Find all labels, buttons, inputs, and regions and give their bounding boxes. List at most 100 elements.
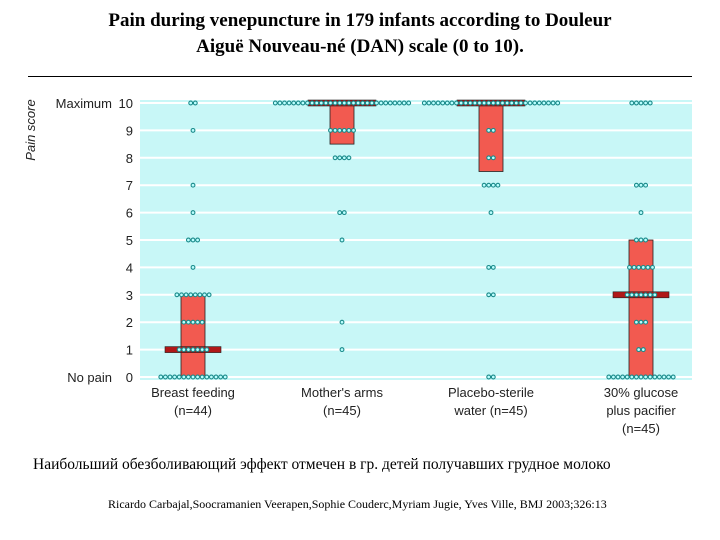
group-0: Breast feeding (n=44) — [151, 100, 235, 418]
data-point — [337, 155, 343, 161]
group-label: (n=45) — [622, 421, 660, 436]
data-point — [638, 319, 644, 325]
y-tick-label: 9 — [126, 123, 133, 138]
data-point — [666, 374, 672, 380]
y-tick-label: 1 — [126, 343, 133, 358]
data-point — [197, 292, 203, 298]
y-label-maximum: Maximum — [56, 96, 112, 111]
data-point — [627, 264, 632, 270]
data-point — [643, 374, 649, 380]
data-point — [218, 374, 224, 380]
data-point — [190, 127, 196, 133]
data-point — [624, 374, 630, 380]
data-point — [472, 100, 478, 106]
data-point — [185, 347, 191, 353]
data-point — [339, 319, 345, 325]
data-point — [195, 374, 201, 380]
data-point — [638, 182, 644, 188]
data-point — [204, 347, 210, 353]
data-point — [174, 292, 180, 298]
data-point — [328, 100, 333, 106]
data-point — [346, 155, 352, 161]
data-point — [397, 100, 402, 106]
y-tick-label: 0 — [126, 370, 133, 385]
data-point — [541, 100, 547, 106]
data-point — [643, 292, 649, 298]
data-point — [444, 100, 450, 106]
data-point — [486, 100, 492, 106]
data-point — [638, 292, 644, 298]
data-point — [172, 374, 178, 380]
data-point — [486, 182, 492, 188]
data-point — [467, 100, 473, 106]
data-point — [481, 100, 487, 106]
data-point — [176, 374, 182, 380]
data-point — [208, 374, 214, 380]
data-point — [188, 292, 194, 298]
data-point — [550, 100, 556, 106]
title-line-2: Aiguë Nouveau-né (DAN) scale (0 to 10). — [196, 36, 524, 57]
group-label: Placebo-sterile — [448, 385, 534, 400]
data-point — [638, 374, 644, 380]
data-point — [495, 100, 501, 106]
data-point — [486, 155, 492, 161]
data-point — [458, 100, 464, 106]
data-point — [509, 100, 515, 106]
data-point — [364, 100, 370, 106]
data-point — [183, 292, 189, 298]
data-point — [633, 237, 639, 243]
data-point — [624, 292, 630, 298]
y-label-no-pain: No pain — [67, 370, 112, 385]
data-point — [636, 264, 642, 270]
data-point — [222, 374, 228, 380]
data-point — [527, 100, 533, 106]
data-point — [305, 100, 310, 106]
data-point — [185, 319, 191, 325]
conclusion-note: Наибольший обезболивающий эффект отмечен… — [33, 456, 611, 473]
data-point — [643, 319, 649, 325]
data-point — [486, 127, 492, 133]
data-point — [323, 100, 329, 106]
data-point — [202, 292, 207, 298]
group-1: Mother's arms (n=45) — [272, 99, 412, 418]
group-label: Mother's arms — [301, 385, 383, 400]
data-point — [272, 100, 278, 106]
data-point — [647, 100, 653, 106]
y-tick-label: 4 — [126, 260, 133, 275]
data-point — [309, 100, 315, 106]
data-point — [645, 264, 651, 270]
data-point — [643, 237, 649, 243]
data-point — [213, 374, 219, 380]
y-tick-label: 2 — [126, 315, 133, 330]
data-point — [199, 374, 205, 380]
data-point — [518, 100, 524, 106]
data-point — [647, 374, 653, 380]
data-point — [633, 319, 639, 325]
iqr-box — [329, 102, 355, 145]
data-point — [351, 127, 356, 133]
data-point — [656, 374, 662, 380]
data-point — [401, 100, 407, 106]
data-point — [636, 347, 642, 353]
group-label: water (n=45) — [453, 403, 527, 418]
data-point — [629, 292, 635, 298]
data-point — [504, 100, 510, 106]
data-point — [192, 100, 198, 106]
data-point — [167, 374, 173, 380]
data-point — [176, 347, 182, 353]
data-point — [190, 347, 196, 353]
data-point — [332, 100, 338, 106]
data-point — [490, 292, 496, 298]
data-point — [532, 100, 538, 106]
data-point — [638, 100, 644, 106]
data-point — [629, 374, 635, 380]
data-point — [190, 319, 196, 325]
data-point — [643, 100, 649, 106]
group-2: Placebo-sterile water (n=45) — [421, 99, 561, 418]
data-point — [341, 127, 347, 133]
data-point — [610, 374, 616, 380]
data-point — [190, 182, 196, 188]
data-point — [640, 347, 646, 353]
data-point — [378, 100, 384, 106]
data-point — [351, 100, 356, 106]
